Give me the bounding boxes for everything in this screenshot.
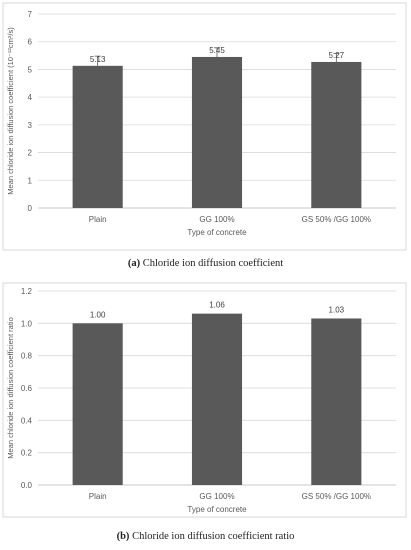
chart-a-frame — [2, 2, 407, 251]
chart-b-xtick-label: GG 100% — [199, 492, 234, 501]
chart-b-ytick-label: 0.4 — [21, 416, 33, 425]
chart-b-x-axis-title: Type of concrete — [187, 505, 247, 514]
chart-b-y-axis-title: Mean chloride ion diffusion coefficient … — [6, 317, 15, 458]
caption-a: (a) Chloride ion diffusion coefficient — [0, 258, 411, 269]
chart-b-svg: 0.0 0.2 0.4 0.6 0.8 1.0 1.2 1.00 Plain 1.06 GG 100… — [2, 282, 407, 518]
chart-b-ytick-label: 1.0 — [21, 319, 33, 328]
chart-a-ytick-label: 4 — [28, 93, 33, 102]
chart-a-y-axis-title: Mean chloride ion diffusion coefficient … — [6, 27, 15, 195]
chart-a-ytick-label: 0 — [28, 204, 33, 213]
chart-b-xtick-label: GS 50% /GG 100% — [302, 492, 371, 501]
caption-b: (b) Chloride ion diffusion coefficient r… — [0, 531, 411, 542]
chart-a-ytick-label: 7 — [28, 10, 33, 19]
caption-a-letter: (a) — [127, 258, 141, 269]
chart-b-data-label: 1.06 — [209, 301, 225, 310]
chart-a-ytick-label: 1 — [28, 176, 33, 185]
chart-b-xtick-label: Plain — [89, 492, 107, 501]
chart-a-ytick-label: 3 — [28, 121, 33, 130]
chart-a-svg: 0 1 2 3 4 5 6 7 5.13 Plain 5.45 GG 100% 5.27 GS 50% /… — [2, 2, 407, 251]
chart-a: 0 1 2 3 4 5 6 7 5.13 Plain 5.45 GG 100% 5.27 GS 50% /… — [0, 0, 411, 258]
chart-a-bar — [191, 56, 243, 209]
caption-b-text: Chloride ion diffusion coefficient ratio — [129, 531, 295, 542]
chart-a-xtick-label: GS 50% /GG 100% — [302, 215, 371, 224]
chart-b-ytick-label: 0.2 — [21, 449, 33, 458]
chart-b-bar — [311, 318, 362, 485]
chart-b-data-label: 1.03 — [329, 305, 345, 314]
chart-b-ytick-label: 0.0 — [21, 481, 33, 490]
chart-a-bar — [72, 65, 123, 208]
chart-a-data-label: 5.45 — [209, 46, 225, 55]
chart-b-ytick-label: 1.2 — [21, 287, 33, 296]
chart-b: 0.0 0.2 0.4 0.6 0.8 1.0 1.2 1.00 Plain 1.06 GG 100… — [0, 281, 411, 521]
chart-a-data-label: 5.13 — [90, 55, 106, 64]
chart-b-frame — [2, 282, 407, 518]
chart-a-bar — [311, 61, 362, 209]
chart-a-ytick-label: 6 — [28, 38, 33, 47]
chart-b-ytick-label: 0.8 — [21, 352, 33, 361]
chart-a-ytick-label: 5 — [28, 65, 33, 74]
chart-a-x-axis-title: Type of concrete — [187, 228, 247, 237]
chart-a-data-label: 5.27 — [329, 51, 345, 60]
chart-b-data-label: 1.00 — [90, 310, 106, 319]
chart-a-ytick-label: 2 — [28, 149, 33, 158]
chart-a-xtick-label: Plain — [89, 215, 107, 224]
caption-b-letter: (b) — [116, 531, 130, 542]
caption-a-text: Chloride ion diffusion coefficient — [140, 258, 284, 269]
chart-a-xtick-label: GG 100% — [199, 215, 234, 224]
chart-b-ytick-label: 0.6 — [21, 384, 33, 393]
chart-b-bar — [191, 313, 243, 485]
chart-b-bar — [72, 323, 123, 485]
